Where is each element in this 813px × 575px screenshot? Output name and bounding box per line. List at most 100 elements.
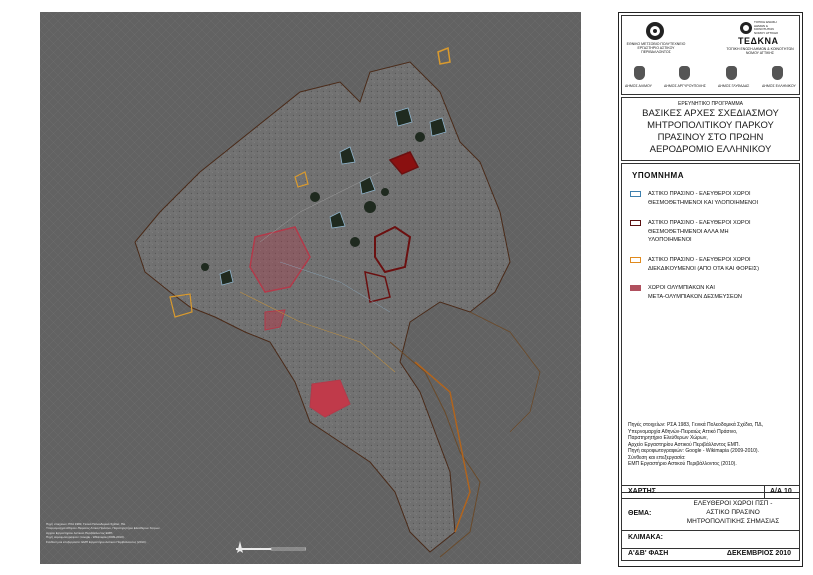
- title-box: ΕΡΕΥΝΗΤΙΚΟ ΠΡΟΓΡΑΜΜΑ ΒΑΣΙΚΕΣ ΑΡΧΕΣ ΣΧΕΔΙ…: [621, 97, 800, 161]
- program-label: ΕΡΕΥΝΗΤΙΚΟ ΠΡΟΓΡΑΜΜΑ: [677, 101, 744, 107]
- theme-text: ΕΛΕΥΘΕΡΟΙ ΧΩΡΟΙ ΠΣΠ - ΑΣΤΙΚΟ ΠΡΑΣΙΝΟ ΜΗΤ…: [672, 499, 794, 526]
- tedkna-logo: [740, 22, 752, 34]
- green-space-planned: [364, 270, 391, 303]
- map-label: ΧΑΡΤΗΣ: [628, 488, 656, 495]
- boundary-line: [389, 341, 481, 558]
- phase-label: Α'&Β' ΦΑΣΗ: [628, 550, 669, 557]
- project-title-line: ΜΗΤΡΟΠΟΛΙΤΙΚΟΥ ΠΑΡΚΟΥ: [647, 120, 774, 131]
- coat-of-arms-glyfada: [726, 66, 737, 80]
- legend-label-line: ΜΕΤΑ-ΟΛΥΜΠΙΑΚΩΝ ΔΕΣΜΕΥΣΕΩΝ: [648, 293, 742, 300]
- org-left: ΕΘΝΙΚΟ ΜΕΤΣΟΒΙΟ ΠΟΛΥΤΕΧΝΕΙΟ ΕΡΓΑΣΤΗΡΙΟ Α…: [624, 42, 688, 55]
- legend-title: ΥΠΟΜΝΗΜΑ: [632, 171, 684, 180]
- vegetation-patch: [201, 263, 209, 271]
- green-space-existing: [339, 146, 356, 165]
- theme-line: ΜΗΤΡΟΠΟΛΙΤΙΚΗΣ ΣΗΜΑΣΙΑΣ: [686, 518, 780, 525]
- theme-line: ΕΛΕΥΘΕΡΟΙ ΧΩΡΟΙ ΠΣΠ -: [693, 500, 773, 507]
- vegetation-patch: [310, 192, 320, 202]
- municipality-label: ΔΗΜΟΣ ΑΛΙΜΟΥ: [625, 84, 652, 88]
- olympic-site: [249, 226, 311, 293]
- vegetation-patch: [415, 132, 425, 142]
- map-canvas: [40, 12, 581, 564]
- scale-label: ΚΛΙΜΑΚΑ:: [628, 534, 663, 541]
- vegetation-patch: [364, 201, 376, 213]
- date-label: ΔΕΚΕΜΒΡΙΟΣ 2010: [726, 550, 791, 557]
- coat-of-arms-elliniko: [772, 66, 783, 80]
- ntua-logo: [646, 22, 664, 40]
- legend-label-line: ΑΣΤΙΚΟ ΠΡΑΣΙΝΟ - ΕΛΕΥΘΕΡΟΙ ΧΩΡΟΙ: [648, 257, 751, 263]
- source-line: Παρατηρητήριο Ελεύθερων Χώρων,: [628, 435, 708, 441]
- coat-of-arms-argyroupoli: [679, 66, 690, 80]
- road: [259, 171, 381, 243]
- source-line: Σύνθεση και επεξεργασία:: [628, 454, 686, 461]
- legend-label-line: ΔΙΕΚΔΙΚΟΥΜΕΝΟΙ (ΑΠΟ ΟΤΑ ΚΑΙ ΦΟΡΕΙΣ): [648, 265, 759, 272]
- source-line: Αρχείο Εργαστηρίου Αστικού Περιβάλλοντος…: [628, 441, 740, 448]
- green-space-existing: [394, 107, 413, 127]
- vegetation-patch: [381, 188, 389, 196]
- legend-label: ΑΣΤΙΚΟ ΠΡΑΣΙΝΟ - ΕΛΕΥΘΕΡΟΙ ΧΩΡΟΙ ΘΕΣΜΟΘΕ…: [648, 190, 796, 207]
- credit-line: Πηγή στοιχείων: ΡΣΑ 1983, Γενικά Πολεοδο…: [46, 521, 126, 526]
- legend-label-line: ΧΩΡΟΙ ΟΛΥΜΠΙΑΚΩΝ ΚΑΙ: [648, 285, 715, 291]
- legend-label-line: ΑΣΤΙΚΟ ΠΡΑΣΙΝΟ - ΕΛΕΥΘΕΡΟΙ ΧΩΡΟΙ: [648, 220, 751, 226]
- olympic-site: [264, 309, 286, 331]
- source-line: Πηγή αεροφωτογραφιών: Google - Wikimapia…: [628, 448, 759, 454]
- credit-line: Πηγή αεροφωτογραφιών: Google - Wikimapia…: [46, 535, 125, 539]
- credit-line: Αρχείο Εργαστηρίου Αστικού Περιβάλλοντος…: [46, 530, 114, 535]
- legend-box: ΥΠΟΜΝΗΜΑ ΑΣΤΙΚΟ ΠΡΑΣΙΝΟ - ΕΛΕΥΘΕΡΟΙ ΧΩΡΟ…: [621, 163, 800, 493]
- tedkna-line: ΚΟΙΝΟΤΗΤΩΝ: [754, 27, 774, 32]
- legend-label-line: ΑΣΤΙΚΟ ΠΡΑΣΙΝΟ - ΕΛΕΥΘΕΡΟΙ ΧΩΡΟΙ: [648, 191, 751, 197]
- green-space-claimed: [169, 293, 193, 318]
- org-left-line: ΕΘΝΙΚΟ ΜΕΤΣΟΒΙΟ ΠΟΛΥΤΕΧΝΕΙΟ: [626, 42, 686, 46]
- legend-label-line: ΘΕΣΜΟΘΕΤΗΜΕΝΟΙ ΚΑΙ ΥΛΟΠΟΙΗΜΕΝΟΙ: [648, 199, 759, 206]
- green-space-existing: [329, 211, 346, 229]
- green-space-planned: [374, 225, 412, 274]
- theme-label: ΘΕΜΑ:: [628, 510, 652, 517]
- tedkna-line: ΤΟΠΙΚΗ ΕΝΩΣΗ: [754, 20, 777, 24]
- project-title: ΒΑΣΙΚΕΣ ΑΡΧΕΣ ΣΧΕΔΙΑΣΜΟΥ ΜΗΤΡΟΠΟΛΙΤΙΚΟΥ …: [622, 108, 799, 156]
- tedkna-lines: ΤΟΠΙΚΗ ΕΝΩΣΗ ΔΗΜΩΝ & ΚΟΙΝΟΤΗΤΩΝ ΝΟΜΟΥ ΑΤ…: [754, 20, 779, 35]
- coat-of-arms-alimos: [634, 66, 645, 80]
- project-title-line: ΑΕΡΟΔΡΟΜΙΟ ΕΛΛΗΝΙΚΟΥ: [649, 144, 772, 155]
- scale-bar: [236, 547, 306, 551]
- legend-swatch: [630, 285, 641, 291]
- divider: [764, 486, 765, 498]
- legend-label-line: ΘΕΣΜΟΘΕΤΗΜΕΝΟΙ ΑΛΛΑ ΜΗ: [648, 228, 729, 235]
- vegetation-patch: [350, 237, 360, 247]
- sources-text: Πηγές στοιχείων: ΡΣΑ 1983, Γενικά Πολεοδ…: [628, 422, 793, 468]
- green-space-planned: [388, 151, 420, 175]
- green-space-existing: [219, 269, 234, 286]
- green-space-claimed: [294, 171, 309, 188]
- map-area[interactable]: Πηγή στοιχείων: ΡΣΑ 1983, Γενικά Πολεοδο…: [40, 12, 581, 564]
- municipality-label: ΔΗΜΟΣ ΓΛΥΦΑΔΑΣ: [718, 84, 750, 88]
- scale-row: ΚΛΙΜΑΚΑ:: [621, 530, 800, 549]
- credit-line: Σύνθεση και επεξεργασία: ΕΜΠ Εργαστήριο …: [46, 539, 147, 544]
- source-line: Πηγές στοιχείων: ΡΣΑ 1983, Γενικά Πολεοδ…: [628, 422, 763, 428]
- road: [279, 261, 391, 313]
- source-line: Υπερνομαρχία Αθηνών-Πειραιώς Αττικό Πράσ…: [628, 428, 738, 435]
- legend-label: ΧΩΡΟΙ ΟΛΥΜΠΙΑΚΩΝ ΚΑΙ ΜΕΤΑ-ΟΛΥΜΠΙΑΚΩΝ ΔΕΣ…: [648, 284, 796, 301]
- credit-line: Υπερνομαρχία Αθηνών-Πειραιώς Αττικό Πράσ…: [46, 526, 161, 530]
- project-title-line: ΒΑΣΙΚΕΣ ΑΡΧΕΣ ΣΧΕΔΙΑΣΜΟΥ: [642, 108, 779, 119]
- legend-label: ΑΣΤΙΚΟ ΠΡΑΣΙΝΟ - ΕΛΕΥΘΕΡΟΙ ΧΩΡΟΙ ΔΙΕΚΔΙΚ…: [648, 256, 796, 273]
- legend-label: ΑΣΤΙΚΟ ΠΡΑΣΙΝΟ - ΕΛΕΥΘΕΡΟΙ ΧΩΡΟΙ ΘΕΣΜΟΘΕ…: [648, 219, 796, 245]
- green-space-claimed: [437, 46, 451, 65]
- legend-swatch: [630, 191, 641, 197]
- green-space-existing: [429, 117, 447, 137]
- project-title-line: ΠΡΑΣΙΝΟΥ ΣΤΟ ΠΡΩΗΝ: [657, 132, 764, 143]
- municipality-label: ΔΗΜΟΣ ΕΛΛΗΝΙΚΟΥ: [762, 84, 796, 88]
- boundary-line: [469, 311, 541, 433]
- theme-line: ΑΣΤΙΚΟ ΠΡΑΣΙΝΟ: [706, 509, 760, 516]
- road: [239, 291, 396, 373]
- municipality-label: ΔΗΜΟΣ ΑΡΓΥΡΟΥΠΟΛΗΣ: [664, 84, 706, 88]
- theme-row: ΘΕΜΑ: ΕΛΕΥΘΕΡΟΙ ΧΩΡΟΙ ΠΣΠ - ΑΣΤΙΚΟ ΠΡΑΣΙ…: [621, 497, 800, 531]
- tedkna-line: ΔΗΜΩΝ &: [754, 23, 768, 28]
- legend-swatch: [630, 220, 641, 226]
- org-left-line: ΕΡΓΑΣΤΗΡΙΟ ΑΣΤΙΚΟΥ ΠΕΡΙΒΑΛΛΟΝΤΟΣ: [637, 46, 675, 55]
- legend-swatch: [630, 257, 641, 263]
- map-row: ΧΑΡΤΗΣ Α/Α 10: [621, 485, 800, 499]
- tedkna-brand: ΤΕΔΚΝΑ: [738, 36, 779, 46]
- source-line: ΕΜΠ Εργαστήριο Αστικού Περιβάλλοντος (20…: [628, 461, 737, 467]
- tedkna-line: ΝΟΜΟΥ ΑΤΤΙΚΗΣ: [754, 30, 779, 35]
- phase-row: Α'&Β' ΦΑΣΗ ΔΕΚΕΜΒΡΙΟΣ 2010: [621, 548, 800, 561]
- info-panel: ΕΘΝΙΚΟ ΜΕΤΣΟΒΙΟ ΠΟΛΥΤΕΧΝΕΙΟ ΕΡΓΑΣΤΗΡΙΟ Α…: [618, 12, 803, 567]
- map-credits: Πηγή στοιχείων: ΡΣΑ 1983, Γενικά Πολεοδο…: [46, 522, 196, 545]
